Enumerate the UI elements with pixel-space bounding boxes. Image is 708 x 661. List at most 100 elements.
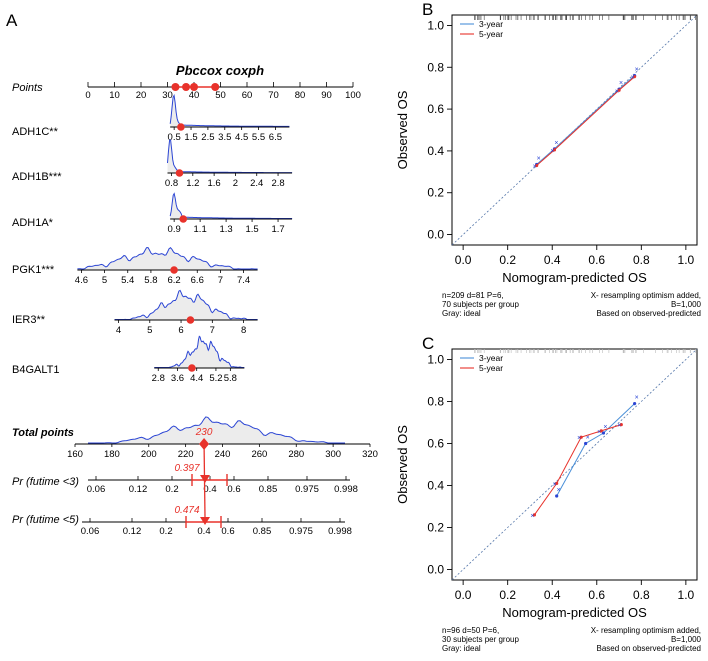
scale-6-density-curve	[154, 335, 245, 368]
scale-1-tick-label: 4.5	[235, 132, 248, 143]
panel-c-series-1-x-mark: ×	[530, 513, 534, 520]
panel-c-xtick-label: 1.0	[678, 588, 695, 602]
panel-c-series-0-point	[555, 494, 559, 498]
total-points-tick-label: 240	[215, 449, 231, 460]
panel-b-xlabel: Nomogram-predicted OS	[502, 270, 647, 285]
points-tick-label: 80	[295, 90, 306, 101]
panel-b-series-1-point	[633, 75, 637, 79]
panel-c-ytick-label: 0.2	[427, 521, 444, 535]
prob-9-tick-label: 0.975	[289, 526, 313, 537]
panel-b-series-0-x-mark: ×	[619, 80, 623, 87]
panel-b-xtick-label: 0.0	[455, 253, 472, 267]
scale-1-tick-label: 6.5	[269, 132, 282, 143]
panel-b-frame	[451, 14, 698, 246]
scale-4-tick-label: 7	[218, 275, 223, 286]
panel-c-series-1-point	[532, 513, 537, 517]
panel-c-series-0-x-mark: ×	[635, 395, 639, 402]
panel-b-note-right: Based on observed-predicted	[596, 309, 701, 318]
panel-b-xtick-label: 0.6	[588, 253, 605, 267]
panel-b-series-1-point	[535, 163, 539, 168]
panel-c-legend-label: 5-year	[479, 363, 503, 373]
prob-8-tick-label: 0.4	[203, 484, 216, 495]
panel-b-note-left: n=209 d=81 P=6,	[442, 291, 504, 300]
panel-b-ytick-label: 0.6	[427, 102, 444, 116]
panel-c-series-0-point	[584, 441, 588, 446]
scale-3-density-curve	[169, 192, 293, 219]
prob-8-value: 0.397	[174, 463, 199, 474]
panel-c-xtick-label: 0.2	[499, 588, 516, 602]
panel-c-series-1-x-mark: ×	[577, 435, 581, 442]
panel-b-ylabel: Observed OS	[395, 90, 410, 169]
panel-b-series-0-x-mark: ×	[554, 140, 558, 147]
total-points-tick-label: 220	[178, 449, 194, 460]
points-tick-label: 100	[345, 90, 361, 101]
scale-1-tick-label: 2.5	[201, 132, 214, 143]
scale-5-tick-label: 7	[210, 325, 215, 336]
row-label-pr-futime-3: Pr (futime <3)	[12, 476, 79, 488]
panel-b-series-1-x-mark: ×	[533, 164, 537, 171]
total-points-tick-label: 160	[67, 449, 83, 460]
scale-5-density-curve	[114, 289, 258, 320]
scale-2-density-curve	[167, 139, 293, 174]
scale-6-tick-label: 2.8	[152, 373, 165, 384]
scale-4-tick-label: 7.4	[237, 275, 250, 286]
prob-8-tick-label: 0.12	[129, 484, 148, 495]
panel-b-series-1-point	[617, 88, 621, 92]
panel-b-ytick-label: 1.0	[427, 18, 444, 32]
panel-b-xtick-label: 1.0	[678, 253, 695, 267]
scale-2-tick-label: 2.4	[250, 178, 263, 189]
panel-b-ytick-label: 0.2	[427, 186, 444, 200]
panel-b-note-right: B=1,000	[671, 300, 702, 309]
nomogram-title: Pbccox coxph	[176, 63, 264, 78]
panel-b-series-1-point	[552, 148, 557, 152]
panel-c-ytick-label: 0.0	[427, 563, 444, 577]
nomogram-panel: A Pbccox coxph Points ADH1C** ADH1B*** ADH1A*…	[6, 11, 378, 537]
total-points-tick-label: 300	[325, 449, 341, 460]
panel-b-series-1-x-mark: ×	[615, 88, 619, 95]
scale-4-tick-label: 4.6	[75, 275, 88, 286]
scale-1-tick-label: 1.5	[184, 132, 197, 143]
prob-8-tick-label: 0.998	[334, 484, 358, 495]
scale-4-tick-label: 5.8	[144, 275, 157, 286]
scale-4-density-fill	[77, 247, 258, 270]
panel-c-note-left: Gray: ideal	[442, 644, 481, 653]
scale-2-tick-label: 2	[233, 178, 238, 189]
scale-1-tick-label: 0.5	[168, 132, 181, 143]
panel-b-series-0-x-mark: ×	[537, 156, 541, 163]
points-tick-label: 20	[136, 90, 147, 101]
panel-b-note-left: Gray: ideal	[442, 309, 481, 318]
panel-c-series-0-x-mark: ×	[557, 487, 561, 494]
panel-c-xtick-label: 0.8	[633, 588, 650, 602]
panel-b-ytick-label: 0.8	[427, 60, 444, 74]
total-points-density-curve	[88, 416, 345, 444]
panel-c-series-1-x-mark: ×	[617, 423, 621, 430]
prob-9-tick-label: 0.2	[159, 526, 172, 537]
panel-c-note-right: B=1,000	[671, 635, 702, 644]
prob-8-tick-label: 0.2	[165, 484, 178, 495]
scale-5-tick-label: 8	[241, 325, 246, 336]
row-label-adh1c: ADH1C**	[12, 126, 59, 138]
panel-c-series-1-point	[555, 481, 559, 485]
panel-b-series-0-line	[536, 75, 635, 165]
scale-1-tick-label: 5.5	[252, 132, 265, 143]
panel-c-note-left: n=96 d=50 P=6,	[442, 626, 499, 635]
scale-5-marker	[186, 316, 195, 324]
prob-8-tick-label: 0.6	[227, 484, 240, 495]
total-points-value: 230	[195, 427, 213, 438]
panel-c-series-0-x-mark: ×	[586, 435, 590, 442]
prob-9-tick-label: 0.4	[197, 526, 210, 537]
scale-6-tick-label: 4.4	[190, 373, 203, 384]
prob-9-tick-label: 0.6	[221, 526, 234, 537]
panel-c-ytick-label: 0.6	[427, 437, 444, 451]
connector-line	[203, 443, 206, 518]
panel-c-xtick-label: 0.4	[544, 588, 561, 602]
prob-9-marker	[200, 517, 210, 525]
scale-3-tick-label: 0.9	[168, 224, 181, 235]
scale-3-tick-label: 1.7	[271, 224, 284, 235]
panel-c-letter: C	[422, 334, 434, 353]
scale-3-marker	[179, 215, 188, 223]
scale-2-tick-label: 1.2	[186, 178, 199, 189]
points-tick-label: 90	[321, 90, 332, 101]
panel-c-series-1-x-mark: ×	[597, 429, 601, 436]
panel-b-xtick-label: 0.8	[633, 253, 650, 267]
